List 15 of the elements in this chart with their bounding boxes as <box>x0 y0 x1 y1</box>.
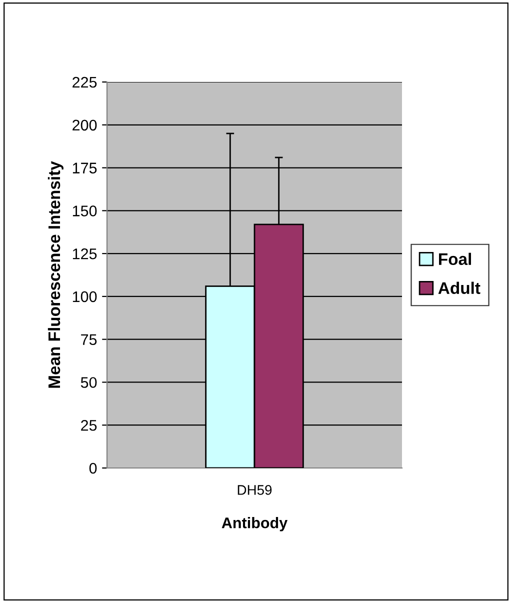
y-tick-label: 50 <box>80 377 97 388</box>
y-tick-label: 225 <box>72 76 97 88</box>
x-tick-label: DH59 <box>238 485 272 495</box>
y-tick-label: 200 <box>72 120 97 131</box>
y-tick-label: 175 <box>72 162 97 174</box>
y-axis-title: Mean Fluorescence Intensity <box>48 161 64 388</box>
y-tick-label: 0 <box>89 462 97 474</box>
y-tick-label: 75 <box>81 334 97 346</box>
x-axis-title: Antibody <box>222 517 288 532</box>
legend-label: Adult <box>438 282 480 294</box>
legend-label: Foal <box>439 252 471 266</box>
y-tick-label: 125 <box>72 248 97 260</box>
y-tick-label: 150 <box>72 206 97 216</box>
y-tick-label: 25 <box>81 420 97 431</box>
y-tick-label: 100 <box>72 291 97 302</box>
